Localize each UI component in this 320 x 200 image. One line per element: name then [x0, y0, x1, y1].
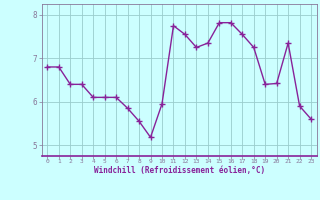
X-axis label: Windchill (Refroidissement éolien,°C): Windchill (Refroidissement éolien,°C) [94, 166, 265, 175]
